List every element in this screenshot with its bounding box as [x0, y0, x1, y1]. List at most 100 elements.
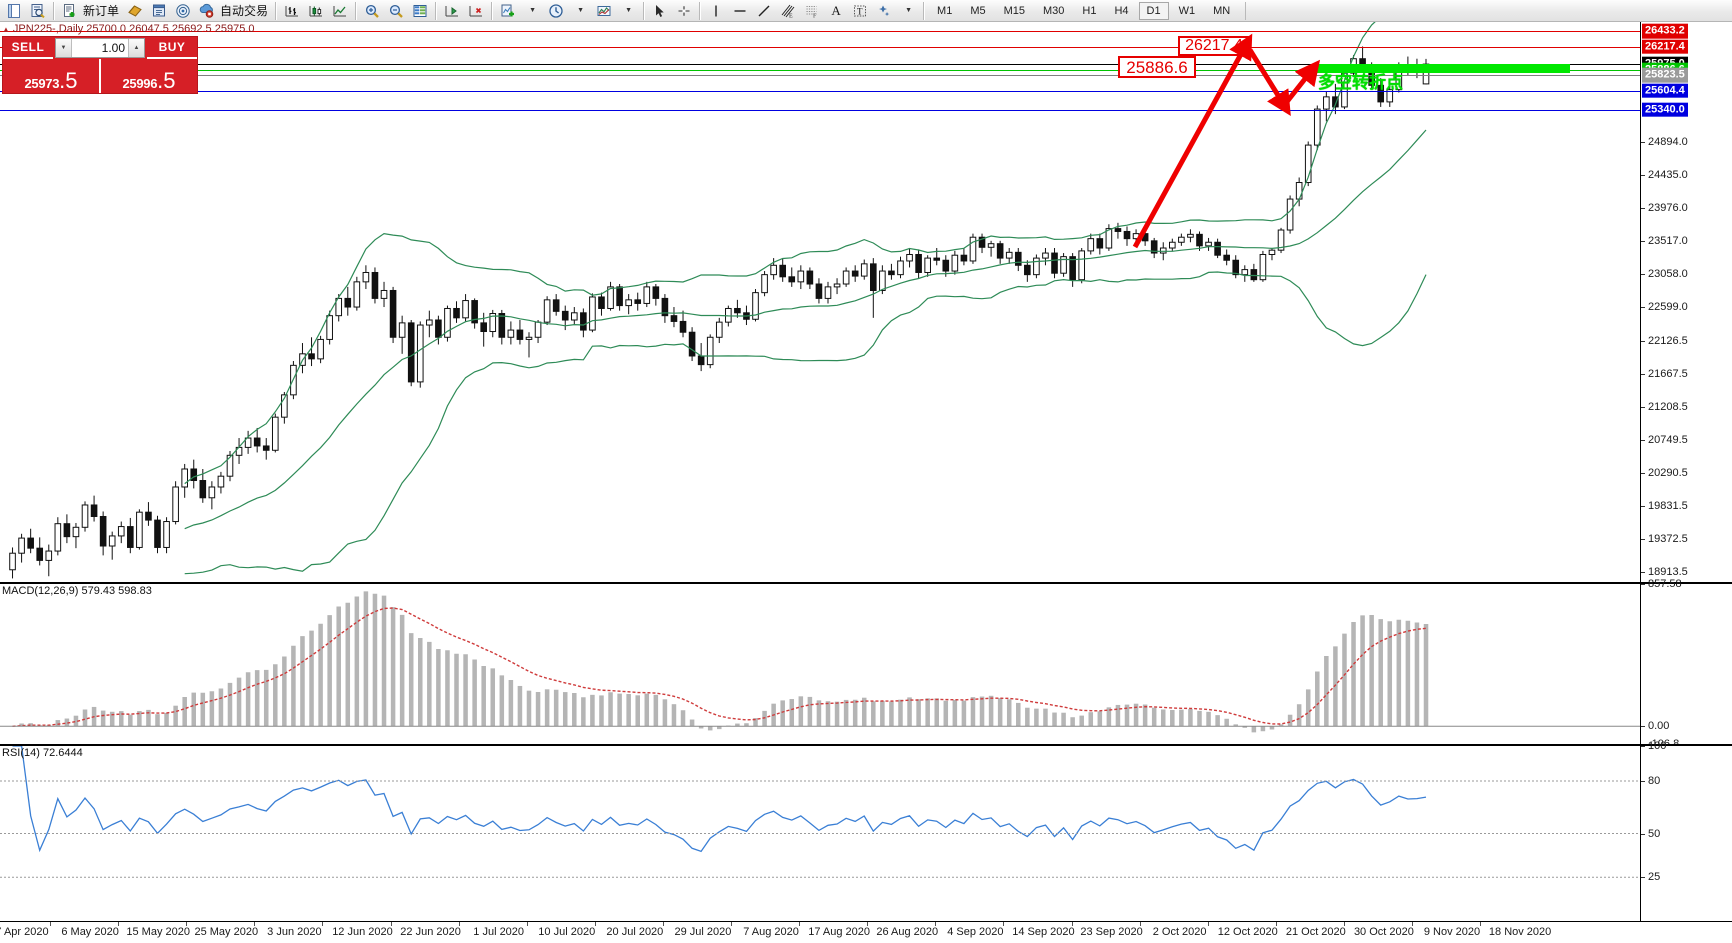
price-tick: 23058.0 [1641, 268, 1688, 280]
candle [1223, 249, 1230, 266]
candle [516, 319, 524, 345]
autotrade-label[interactable]: 自动交易 [220, 4, 269, 18]
candle [299, 343, 306, 374]
date-label: 29 Jul 2020 [674, 926, 732, 938]
trendline-icon[interactable] [752, 1, 776, 21]
annotation-turning-point-label: 多空转折点 [1318, 73, 1403, 93]
volume-input[interactable]: 1.00 [101, 41, 125, 55]
chart-header: ▲ JPN225-,Daily 25700.0 26047.5 25692.5 … [0, 23, 1640, 35]
timeframe-d1[interactable]: D1 [1138, 1, 1169, 20]
zoom-out-icon[interactable] [384, 1, 408, 21]
support-upper-tag[interactable]: 25604.4 [1642, 83, 1688, 99]
autotrade-icon[interactable] [195, 1, 219, 21]
templates-icon[interactable] [592, 1, 616, 21]
candle [860, 259, 868, 280]
candle [489, 309, 497, 338]
expert-advisor-icon[interactable] [123, 1, 147, 21]
text-icon[interactable]: A [831, 3, 841, 18]
zoom-in-icon[interactable] [360, 1, 384, 21]
price-tick: 21208.5 [1641, 401, 1688, 413]
volume-decrease-button[interactable]: ▼ [56, 39, 72, 57]
timeframe-mn[interactable]: MN [1213, 4, 1231, 17]
chevron-down-icon[interactable]: ▼ [625, 7, 632, 14]
timeframe-m1[interactable]: M1 [937, 4, 953, 17]
price-axis[interactable]: 24894.0 24435.0 23976.0 23517.0 23058.0 22599… [1640, 22, 1732, 582]
mid-tag[interactable]: 25823.5 [1642, 67, 1688, 83]
timeframe-h1[interactable]: H1 [1082, 4, 1097, 17]
data-window-icon[interactable] [147, 1, 171, 21]
chevron-down-icon[interactable]: ▼ [577, 7, 584, 14]
candle [824, 281, 832, 304]
date-label: 7 Apr 2020 [0, 926, 49, 938]
buy-price[interactable]: 25996 . 5 [101, 59, 197, 93]
date-label: 12 Jun 2020 [332, 926, 393, 938]
line-chart-icon[interactable] [328, 1, 352, 21]
cursor-icon[interactable] [648, 1, 672, 21]
level-line-support-lower[interactable] [0, 109, 1640, 111]
candle [1196, 231, 1203, 251]
candle [81, 501, 89, 532]
chevron-down-icon[interactable]: ▼ [529, 7, 536, 14]
candle [389, 286, 397, 344]
date-label: 26 Aug 2020 [876, 926, 939, 938]
candle [706, 334, 714, 369]
sell-price[interactable]: 25973 . 5 [3, 59, 101, 93]
timeframe-m15[interactable]: M15 [1003, 4, 1025, 17]
candle [353, 276, 361, 311]
resistance-upper-tag[interactable]: 26433.2 [1642, 23, 1688, 39]
candle [897, 256, 904, 279]
candle [426, 310, 433, 338]
new-order-label[interactable]: 新订单 [83, 4, 120, 18]
timeframe-h4[interactable]: H4 [1114, 4, 1129, 17]
volume-stepper[interactable]: ▼ 1.00 ▲ [55, 38, 145, 58]
candlestick-chart-icon[interactable] [304, 1, 328, 21]
candle [371, 267, 379, 304]
timeframe-m5[interactable]: M5 [970, 4, 986, 17]
rsi-canvas [0, 746, 1640, 878]
chart-collapse-icon[interactable]: ▲ [2, 24, 10, 34]
chart-grid-icon[interactable] [408, 1, 432, 21]
fibonacci-icon[interactable]: F [800, 1, 824, 21]
timeframe-m30[interactable]: M30 [1043, 4, 1065, 17]
sell-button[interactable]: SELL [3, 37, 53, 59]
level-line-resistance-lower[interactable] [0, 46, 1640, 48]
candle [652, 284, 660, 306]
indicators-icon[interactable] [496, 1, 520, 21]
auto-scroll-icon[interactable] [464, 1, 488, 21]
chart-shift-icon[interactable] [440, 1, 464, 21]
chevron-down-icon[interactable]: ▼ [905, 7, 912, 14]
volume-increase-button[interactable]: ▲ [128, 39, 144, 57]
price-tick: 20290.5 [1641, 467, 1688, 479]
price-chart-pane[interactable] [0, 22, 1640, 582]
vertical-line-icon[interactable] [704, 1, 728, 21]
candle [462, 294, 469, 322]
resistance-lower-tag[interactable]: 26217.4 [1642, 39, 1688, 54]
toolbar-separator [275, 1, 278, 20]
rsi-pane[interactable]: RSI(14) 72.6444 [0, 744, 1640, 921]
timeframe-w1[interactable]: W1 [1178, 4, 1196, 17]
support-lower-tag[interactable]: 25340.0 [1642, 102, 1688, 118]
candle [308, 337, 315, 367]
buy-button[interactable]: BUY [147, 37, 197, 59]
bar-chart-icon[interactable] [280, 1, 304, 21]
shapes-icon[interactable] [872, 1, 896, 21]
candle [199, 468, 207, 503]
candle [725, 305, 732, 327]
date-tick [1207, 922, 1209, 926]
terminal-icon[interactable] [2, 1, 26, 21]
macd-pane[interactable]: MACD(12,26,9) 579.43 598.83 [0, 582, 1640, 744]
candle [435, 315, 442, 345]
crosshair-icon[interactable] [672, 1, 696, 21]
date-axis[interactable]: 7 Apr 2020 6 May 2020 15 May 2020 25 May 20… [0, 921, 1732, 943]
text-label-icon[interactable]: T [848, 1, 872, 21]
new-order-icon[interactable] [58, 1, 82, 21]
candle [398, 315, 406, 354]
horizontal-line-icon[interactable] [728, 1, 752, 21]
candle [634, 292, 642, 311]
market-watch-icon[interactable] [26, 1, 50, 21]
candle [1132, 229, 1140, 246]
equidistant-channel-icon[interactable]: E [776, 1, 800, 21]
date-tick [1139, 922, 1141, 926]
periods-icon[interactable] [544, 1, 568, 21]
navigator-icon[interactable] [171, 1, 195, 21]
